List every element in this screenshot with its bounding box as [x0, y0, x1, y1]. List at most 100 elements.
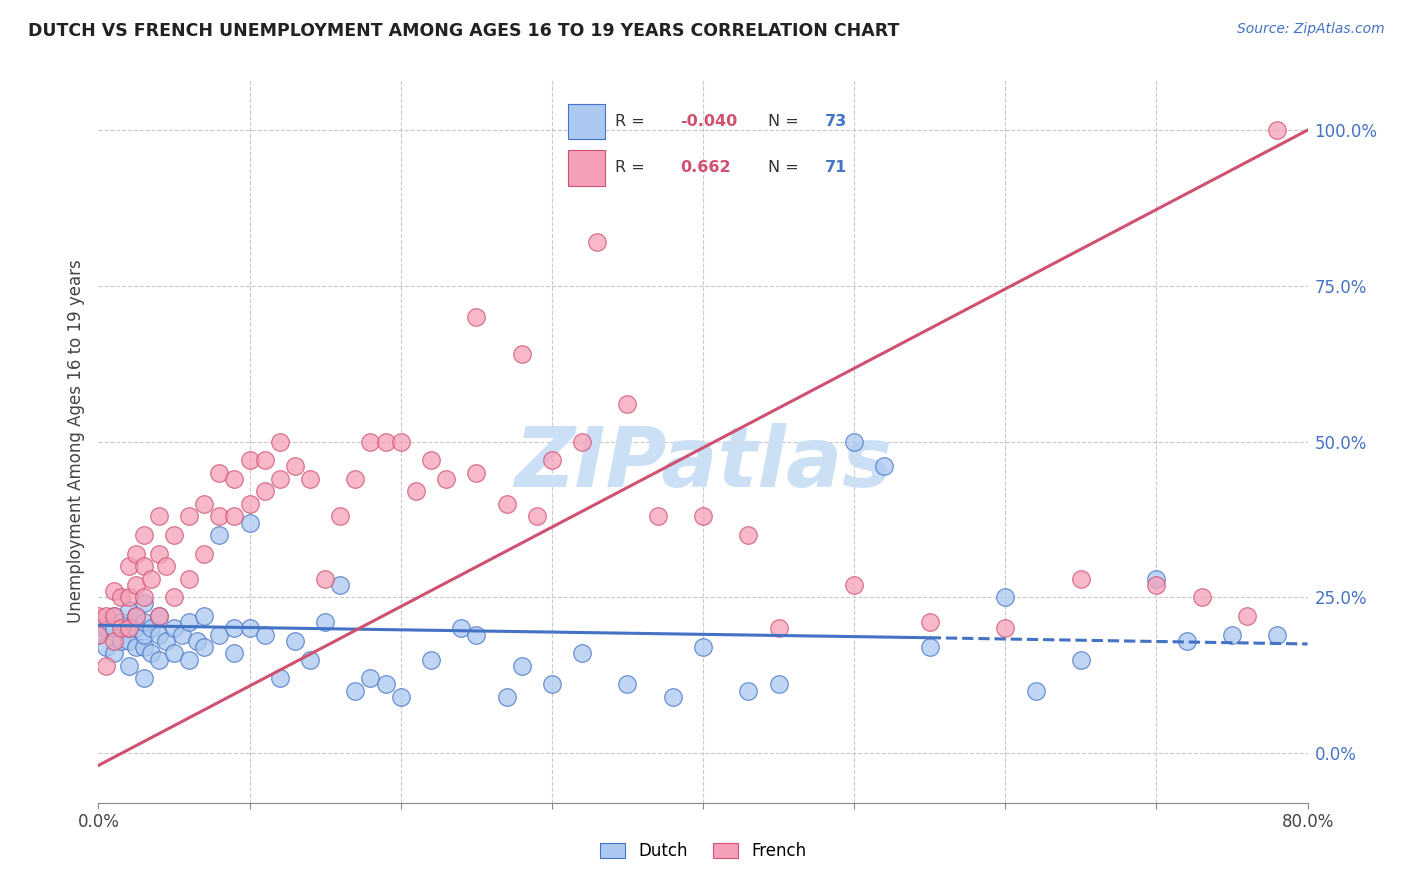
Point — [284, 633, 307, 648]
Point — [253, 627, 276, 641]
Point — [179, 652, 201, 666]
Point — [103, 621, 125, 635]
Point — [155, 559, 177, 574]
Point — [163, 646, 186, 660]
Text: ZIPatlas: ZIPatlas — [515, 423, 891, 504]
Point — [1175, 633, 1198, 648]
Y-axis label: Unemployment Among Ages 16 to 19 years: Unemployment Among Ages 16 to 19 years — [66, 260, 84, 624]
Point — [118, 621, 141, 635]
Point — [420, 453, 443, 467]
Point — [253, 484, 276, 499]
Point — [193, 547, 215, 561]
Point — [125, 640, 148, 654]
Point — [141, 646, 163, 660]
Point — [1220, 627, 1243, 641]
Point — [329, 578, 352, 592]
Point — [170, 627, 193, 641]
Point — [87, 609, 110, 624]
Point — [465, 466, 488, 480]
Point — [495, 497, 517, 511]
Point — [208, 528, 231, 542]
Point — [179, 509, 201, 524]
Point — [918, 615, 941, 630]
Point — [647, 509, 669, 524]
Point — [163, 528, 186, 542]
Point — [344, 683, 367, 698]
Point — [239, 516, 262, 530]
Point — [163, 621, 186, 635]
Point — [495, 690, 517, 704]
Point — [284, 459, 307, 474]
Point — [1144, 578, 1167, 592]
Point — [844, 578, 866, 592]
Point — [571, 646, 593, 660]
Point — [141, 621, 163, 635]
Point — [179, 572, 201, 586]
Point — [450, 621, 472, 635]
Point — [918, 640, 941, 654]
Point — [118, 621, 141, 635]
Point — [1267, 627, 1289, 641]
Point — [132, 627, 155, 641]
Point — [1144, 572, 1167, 586]
Point — [118, 603, 141, 617]
Point — [125, 609, 148, 624]
Point — [208, 627, 231, 641]
Point — [314, 615, 336, 630]
Point — [571, 434, 593, 449]
Point — [193, 640, 215, 654]
Point — [118, 591, 141, 605]
Point — [224, 509, 246, 524]
Point — [768, 621, 790, 635]
Point — [873, 459, 896, 474]
Point — [1267, 123, 1289, 137]
Point — [148, 627, 170, 641]
Point — [299, 652, 322, 666]
Point — [87, 615, 110, 630]
Point — [692, 509, 714, 524]
Point — [526, 509, 548, 524]
Point — [132, 597, 155, 611]
Point — [193, 497, 215, 511]
Point — [148, 609, 170, 624]
Point — [224, 472, 246, 486]
Point — [374, 434, 396, 449]
Point — [510, 658, 533, 673]
Point — [118, 559, 141, 574]
Point — [540, 453, 562, 467]
Point — [737, 683, 759, 698]
Point — [389, 690, 412, 704]
Point — [1191, 591, 1213, 605]
Point — [103, 633, 125, 648]
Point — [269, 472, 291, 486]
Point — [586, 235, 609, 250]
Point — [118, 633, 141, 648]
Point — [103, 584, 125, 599]
Text: DUTCH VS FRENCH UNEMPLOYMENT AMONG AGES 16 TO 19 YEARS CORRELATION CHART: DUTCH VS FRENCH UNEMPLOYMENT AMONG AGES … — [28, 22, 900, 40]
Point — [224, 646, 246, 660]
Point — [224, 621, 246, 635]
Point — [125, 578, 148, 592]
Point — [148, 509, 170, 524]
Point — [1070, 572, 1092, 586]
Point — [132, 615, 155, 630]
Point — [179, 615, 201, 630]
Point — [118, 658, 141, 673]
Point — [94, 621, 117, 635]
Point — [737, 528, 759, 542]
Point — [374, 677, 396, 691]
Point — [193, 609, 215, 624]
Point — [1236, 609, 1258, 624]
Point — [132, 591, 155, 605]
Point — [269, 434, 291, 449]
Text: Source: ZipAtlas.com: Source: ZipAtlas.com — [1237, 22, 1385, 37]
Point — [110, 615, 132, 630]
Point — [329, 509, 352, 524]
Point — [132, 559, 155, 574]
Point — [87, 627, 110, 641]
Point — [299, 472, 322, 486]
Point — [465, 310, 488, 324]
Point — [253, 453, 276, 467]
Point — [434, 472, 457, 486]
Point — [239, 621, 262, 635]
